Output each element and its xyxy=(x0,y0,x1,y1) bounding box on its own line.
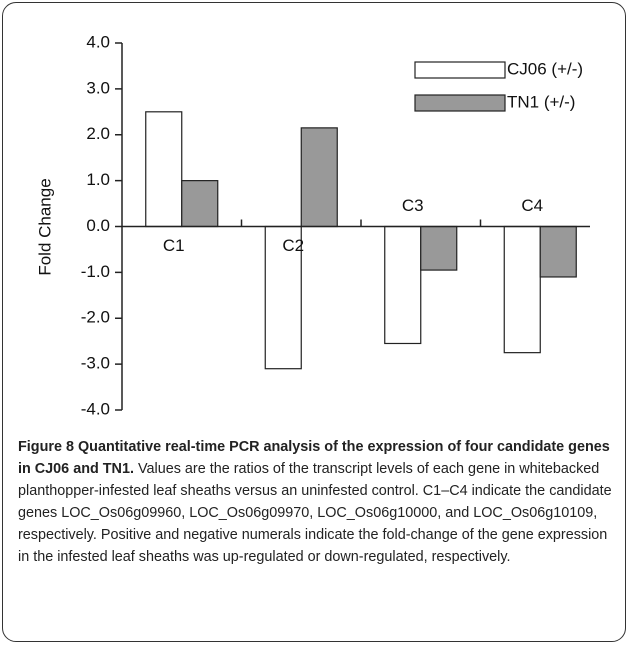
bar xyxy=(539,225,577,278)
x-tick-label: C4 xyxy=(521,196,543,215)
y-tick-label: 2.0 xyxy=(86,124,110,143)
x-tick-label: C1 xyxy=(163,236,185,255)
bar xyxy=(503,225,541,354)
y-tick-label: 1.0 xyxy=(86,170,110,189)
legend-swatch xyxy=(414,94,506,112)
bar xyxy=(145,111,183,228)
x-tick-label: C2 xyxy=(282,236,304,255)
x-tick-label: C3 xyxy=(402,196,424,215)
legend-label: TN1 (+/-) xyxy=(507,92,575,111)
y-tick-label: 0.0 xyxy=(86,216,110,235)
legend-swatch xyxy=(414,61,506,79)
bar xyxy=(300,127,338,228)
bar xyxy=(384,225,422,345)
y-tick-label: 3.0 xyxy=(86,78,110,97)
chart: Fold Change 4.0 3.0 2.0 1.0 0.0 -1.0 -2.0 -3.0 -… xyxy=(35,32,590,418)
caption-title: Quantitative real-time PCR analysis of t… xyxy=(18,439,610,477)
caption-label: Figure 8 xyxy=(18,439,74,455)
y-tick-label: 4.0 xyxy=(86,32,110,51)
y-tick-label: -1.0 xyxy=(81,262,110,281)
bar xyxy=(420,225,458,271)
y-tick-label: -4.0 xyxy=(81,399,110,418)
y-axis-label: Fold Change xyxy=(35,178,54,275)
bar xyxy=(181,180,219,228)
y-tick-label: -2.0 xyxy=(81,308,110,327)
legend-label: CJ06 (+/-) xyxy=(507,59,583,78)
bar xyxy=(264,225,302,370)
caption: Figure 8 Quantitative real-time PCR anal… xyxy=(18,436,618,568)
caption-text: Values are the ratios of the transcript … xyxy=(18,461,612,565)
y-tick-label: -3.0 xyxy=(81,354,110,373)
